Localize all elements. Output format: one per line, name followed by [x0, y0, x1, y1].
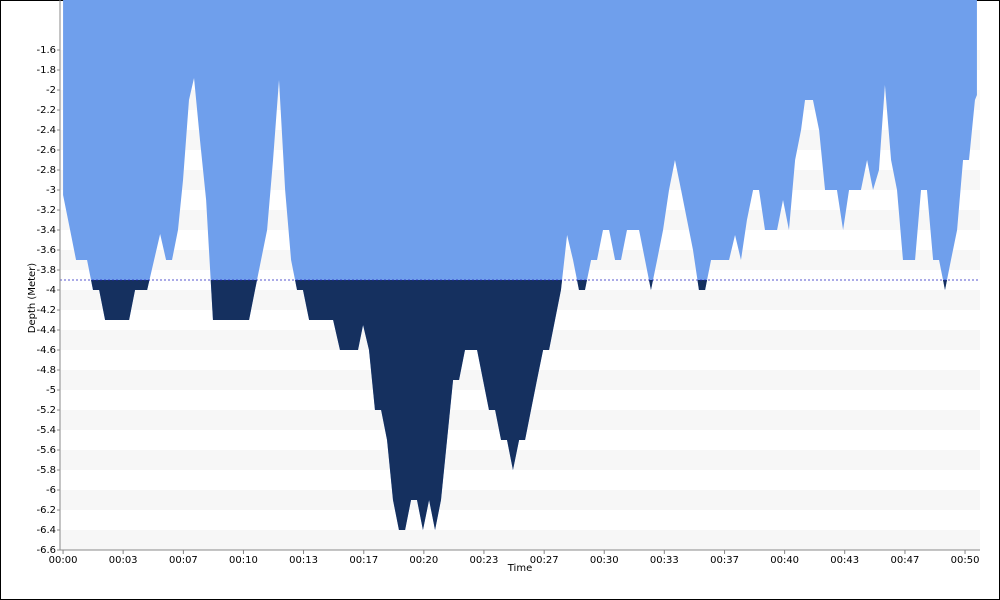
x-tick-label: 00:07 — [169, 555, 198, 566]
y-tick-label: -4 — [46, 285, 56, 296]
y-tick-label: -3 — [46, 185, 56, 196]
y-tick-label: -1.8 — [36, 65, 56, 76]
x-tick-label: 00:50 — [951, 555, 980, 566]
stripe — [60, 450, 980, 470]
y-tick-label: -3.4 — [36, 225, 56, 236]
x-axis-label: Time — [507, 563, 532, 574]
x-tick-label: 00:20 — [409, 555, 438, 566]
y-tick-label: -4.2 — [36, 305, 56, 316]
x-tick-label: 00:10 — [229, 555, 258, 566]
x-tick-label: 00:47 — [891, 555, 920, 566]
x-tick-label: 00:37 — [710, 555, 739, 566]
x-tick-label: 00:00 — [49, 555, 78, 566]
y-tick-label: -4.8 — [36, 365, 56, 376]
y-tick-label: -6.4 — [36, 525, 56, 536]
x-tick-label: 00:43 — [830, 555, 859, 566]
x-tick-label: 00:23 — [470, 555, 499, 566]
x-tick-label: 00:17 — [349, 555, 378, 566]
y-tick-label: -2 — [46, 85, 56, 96]
y-tick-label: -4.4 — [36, 325, 56, 336]
y-tick-label: -3.6 — [36, 245, 56, 256]
y-axis-label: Depth (Meter) — [27, 263, 38, 334]
x-tick-label: 00:03 — [109, 555, 138, 566]
y-tick-label: -2.6 — [36, 145, 56, 156]
depth-area-below — [91, 280, 947, 530]
stripe — [60, 490, 980, 510]
y-tick-label: -5.8 — [36, 465, 56, 476]
y-tick-label: -2.8 — [36, 165, 56, 176]
x-tick-label: 00:33 — [650, 555, 679, 566]
y-tick-label: -6 — [46, 485, 56, 496]
y-tick-label: -3.2 — [36, 205, 56, 216]
y-tick-label: -6.6 — [36, 545, 56, 556]
y-tick-label: -5 — [46, 385, 56, 396]
x-tick-label: 00:27 — [530, 555, 559, 566]
stripe — [60, 530, 980, 550]
y-tick-label: -5.6 — [36, 445, 56, 456]
y-tick-label: -4.6 — [36, 345, 56, 356]
y-tick-label: -3.8 — [36, 265, 56, 276]
y-tick-label: -6.2 — [36, 505, 56, 516]
depth-area — [63, 0, 977, 530]
x-tick-label: 00:30 — [590, 555, 619, 566]
y-tick-label: -5.2 — [36, 405, 56, 416]
y-tick-label: -2.4 — [36, 125, 56, 136]
y-tick-label: -2.2 — [36, 105, 56, 116]
y-tick-label: -5.4 — [36, 425, 56, 436]
x-tick-label: 00:13 — [289, 555, 318, 566]
y-tick-label: -1.6 — [36, 45, 56, 56]
x-tick-label: 00:40 — [770, 555, 799, 566]
